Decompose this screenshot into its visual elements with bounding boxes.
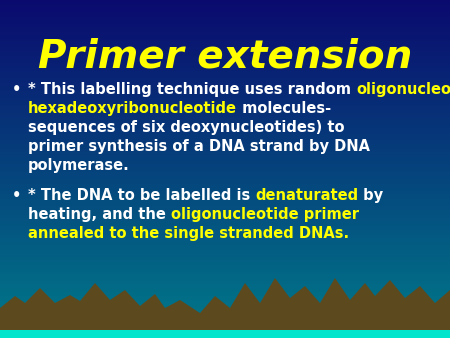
Text: * The DNA to be labelled is: * The DNA to be labelled is: [28, 188, 256, 203]
Text: by: by: [359, 188, 383, 203]
Text: molecules-: molecules-: [237, 101, 331, 116]
Text: heating, and the: heating, and the: [28, 207, 171, 222]
Polygon shape: [0, 330, 450, 338]
Text: denaturated: denaturated: [256, 188, 359, 203]
Text: polymerase.: polymerase.: [28, 158, 130, 173]
Text: •: •: [12, 188, 22, 203]
Text: hexadeoxyribonucleotide: hexadeoxyribonucleotide: [28, 101, 237, 116]
Text: oligonucleotide primer: oligonucleotide primer: [171, 207, 359, 222]
Polygon shape: [0, 278, 450, 338]
Text: Primer extension: Primer extension: [38, 38, 412, 76]
Text: primer synthesis of a DNA strand by DNA: primer synthesis of a DNA strand by DNA: [28, 139, 370, 154]
Text: annealed to the single stranded DNAs.: annealed to the single stranded DNAs.: [28, 226, 349, 241]
Text: sequences of six deoxynucleotides) to: sequences of six deoxynucleotides) to: [28, 120, 345, 135]
Text: * This labelling technique uses random: * This labelling technique uses random: [28, 82, 356, 97]
Text: •: •: [12, 82, 22, 97]
Text: oligonucleotides: oligonucleotides: [356, 82, 450, 97]
